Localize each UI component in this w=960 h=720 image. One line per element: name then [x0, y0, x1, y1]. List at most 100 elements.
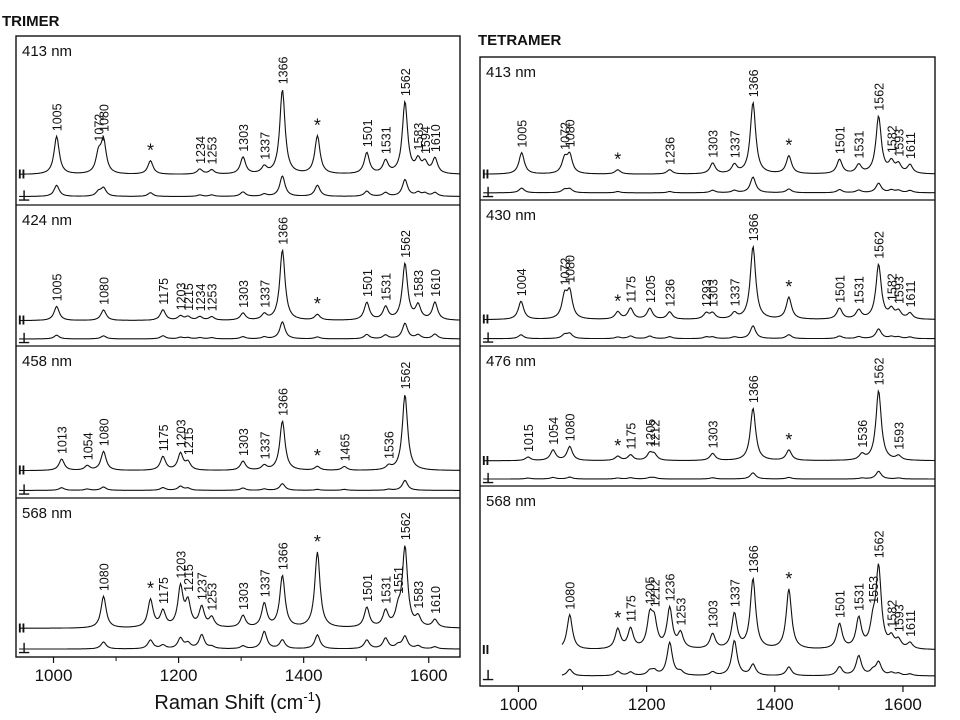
panel-title: TRIMER	[2, 13, 60, 30]
band-label: 1080	[97, 104, 111, 132]
band-marker-star: *	[785, 430, 792, 450]
band-label: 1562	[399, 68, 413, 96]
band-label: 1583	[412, 581, 426, 609]
band-label: 1175	[157, 577, 171, 604]
band-label: 1366	[747, 375, 761, 403]
band-label: 1583	[412, 123, 426, 151]
band-label: 1205	[644, 577, 658, 605]
band-label: 1203	[174, 551, 188, 579]
band-label: 1366	[276, 56, 290, 84]
band-label: 1303	[707, 130, 721, 158]
perpendicular-label: ⊥	[18, 330, 30, 346]
perpendicular-spectrum	[483, 470, 935, 480]
band-label: 1582	[885, 600, 899, 628]
x-tick-label: 1000	[35, 666, 73, 685]
band-label: 1562	[873, 231, 887, 259]
band-marker-star: *	[314, 446, 321, 466]
band-label: 1293	[700, 279, 714, 307]
band-label: 1080	[97, 277, 111, 305]
excitation-wavelength-label: 424 nm	[22, 212, 72, 229]
band-label: 1562	[873, 530, 887, 558]
band-marker-star: *	[785, 136, 792, 156]
x-tick-label: 1200	[160, 666, 198, 685]
parallel-spectrum	[19, 248, 460, 322]
band-label: 1054	[547, 417, 561, 445]
band-label: 1203	[175, 419, 189, 447]
band-marker-star: *	[614, 436, 621, 456]
band-label: 1593	[892, 276, 906, 304]
x-axis-label: Raman Shift (cm-1)	[154, 689, 321, 714]
parallel-spectrum	[483, 244, 935, 321]
x-tick-label: 1000	[500, 695, 538, 714]
parallel-spectrum	[19, 545, 460, 629]
band-label: 1610	[429, 124, 443, 152]
band-label: 1366	[276, 388, 290, 416]
band-label: 1551	[392, 566, 406, 594]
band-label: 1337	[258, 280, 272, 308]
perpendicular-label: ⊥	[18, 640, 30, 656]
band-label: 1215	[182, 427, 196, 455]
band-label: 1582	[885, 125, 899, 153]
perpendicular-spectrum	[19, 630, 460, 650]
band-label: 1501	[833, 275, 847, 303]
band-marker-star: *	[147, 141, 154, 161]
band-label: 1531	[853, 583, 867, 611]
band-label: 1465	[338, 434, 352, 462]
band-label: 1594	[419, 126, 433, 154]
x-tick-label: 1600	[884, 695, 922, 714]
band-label: 1366	[747, 545, 761, 573]
band-label: 1253	[206, 583, 220, 611]
panel-frame	[479, 56, 936, 687]
parallel-spectrum	[483, 389, 935, 462]
band-label: 1205	[644, 419, 658, 447]
band-label: 1237	[196, 572, 210, 600]
perpendicular-label: ⊥	[18, 188, 30, 204]
band-label: 1583	[412, 270, 426, 298]
excitation-wavelength-label: 568 nm	[486, 493, 536, 510]
perpendicular-label: ⊥	[482, 330, 494, 346]
parallel-spectrum	[483, 100, 935, 175]
band-label: 1303	[237, 280, 251, 308]
parallel-label: II	[482, 642, 489, 657]
band-label: 1337	[728, 130, 742, 158]
parallel-spectrum	[19, 90, 461, 175]
band-label: 1253	[206, 137, 220, 165]
band-label: 1582	[885, 273, 899, 301]
band-marker-star: *	[614, 608, 621, 628]
band-label: 1303	[707, 600, 721, 628]
x-axis-label: Raman Shift (cm-1)	[624, 718, 791, 720]
band-label: 1531	[380, 126, 394, 154]
band-label: 1366	[747, 69, 761, 97]
band-label: 1253	[206, 284, 220, 312]
band-label: 1203	[174, 282, 188, 310]
band-label: 1562	[399, 512, 413, 540]
band-label: 1234	[194, 136, 208, 164]
band-label: 1366	[276, 217, 290, 245]
band-label: 1531	[380, 273, 394, 301]
chart-panel-trimer: TRIMER 1000 1200 1400 1600 Raman Shift (cm-1)…	[2, 13, 461, 714]
band-label: 1562	[873, 358, 887, 386]
perpendicular-spectrum	[483, 176, 935, 194]
band-label: 1234	[194, 283, 208, 311]
band-label: 1005	[516, 120, 530, 148]
band-label: 1562	[399, 362, 413, 390]
excitation-wavelength-label: 430 nm	[486, 207, 536, 224]
band-label: 1212	[648, 579, 662, 607]
excitation-wavelength-label: 568 nm	[22, 505, 72, 522]
parallel-spectrum	[561, 563, 935, 650]
band-label: 1501	[833, 126, 847, 154]
x-tick-label: 1400	[756, 695, 794, 714]
band-label: 1080	[564, 119, 578, 147]
band-label: 1005	[51, 273, 65, 301]
band-label: 1236	[664, 574, 678, 602]
perpendicular-spectrum	[19, 321, 460, 340]
band-label: 1536	[856, 420, 870, 448]
x-tick-label: 1400	[285, 666, 323, 685]
excitation-wavelength-label: 458 nm	[22, 353, 72, 370]
band-label: 1593	[893, 422, 907, 450]
band-marker-star: *	[314, 116, 321, 136]
